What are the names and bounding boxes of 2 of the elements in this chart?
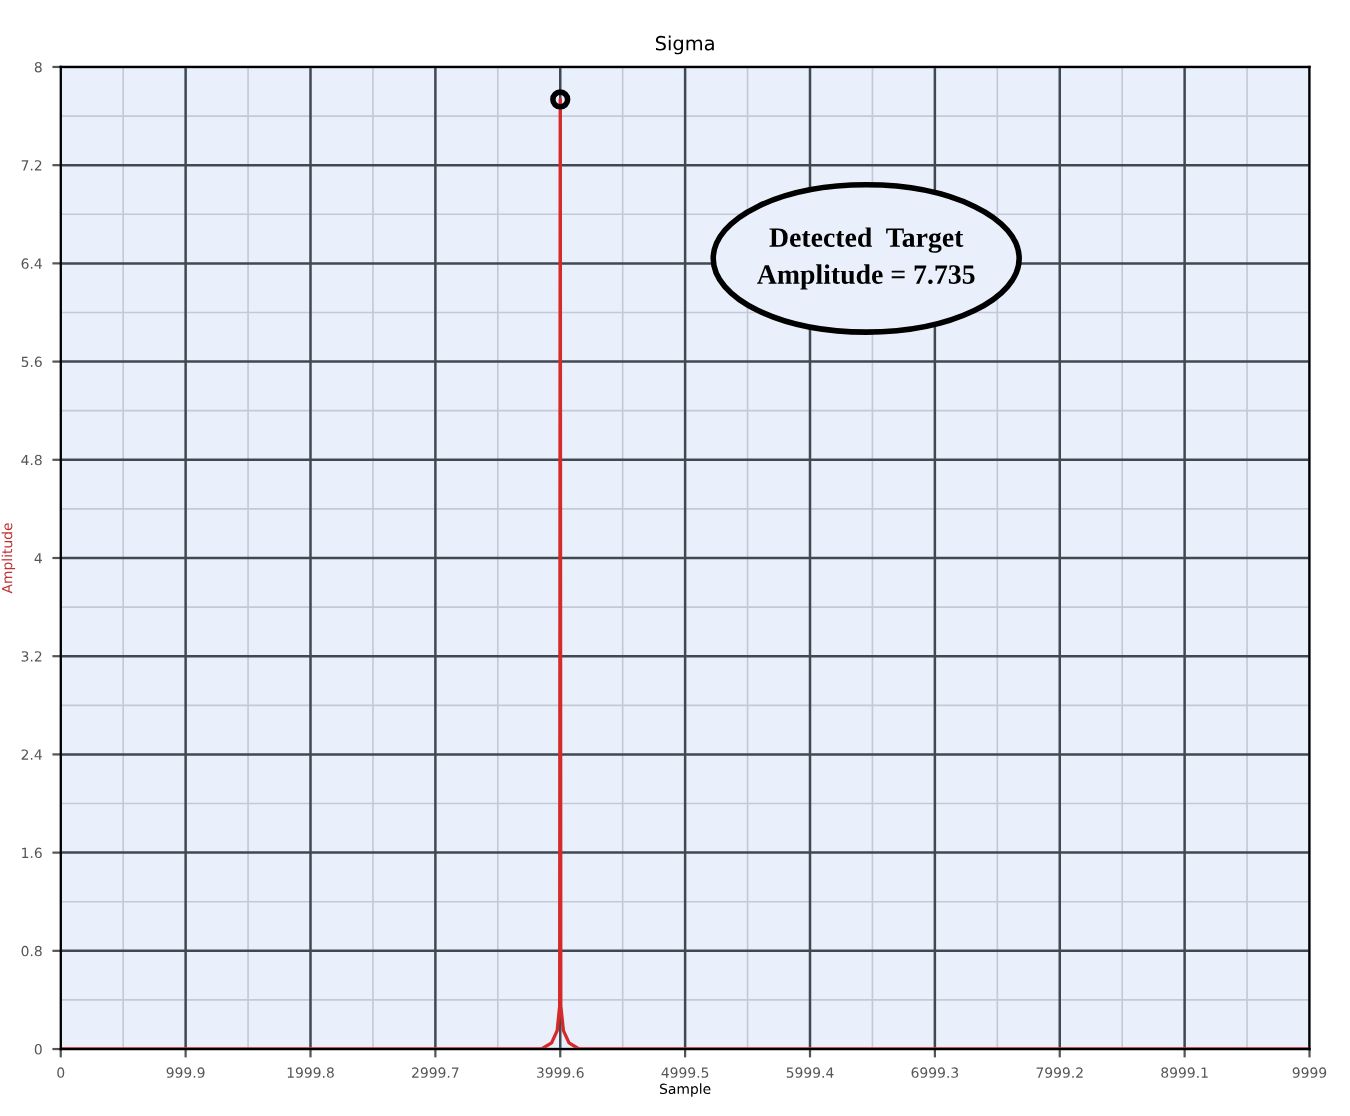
annotation: Detected Target Amplitude = 7.735 bbox=[757, 227, 975, 290]
chart-title: Sigma bbox=[655, 35, 714, 55]
